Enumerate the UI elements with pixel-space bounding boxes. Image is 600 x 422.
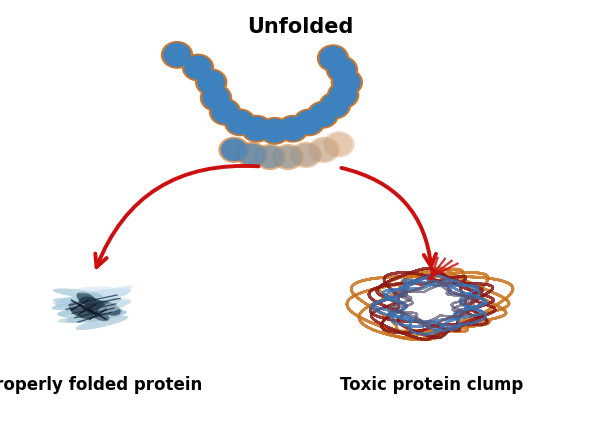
Ellipse shape bbox=[52, 298, 122, 310]
Ellipse shape bbox=[331, 68, 363, 96]
Ellipse shape bbox=[279, 116, 307, 141]
Ellipse shape bbox=[328, 57, 356, 82]
Text: Unfolded: Unfolded bbox=[247, 17, 353, 37]
Ellipse shape bbox=[163, 43, 191, 67]
Ellipse shape bbox=[161, 41, 193, 69]
Ellipse shape bbox=[321, 93, 349, 118]
Ellipse shape bbox=[57, 314, 111, 323]
Ellipse shape bbox=[261, 119, 289, 143]
Ellipse shape bbox=[226, 110, 254, 135]
Ellipse shape bbox=[311, 138, 337, 161]
Ellipse shape bbox=[53, 298, 109, 306]
Ellipse shape bbox=[326, 56, 358, 84]
Ellipse shape bbox=[95, 300, 121, 316]
Ellipse shape bbox=[68, 301, 94, 319]
Ellipse shape bbox=[67, 300, 131, 319]
Ellipse shape bbox=[257, 146, 283, 168]
Ellipse shape bbox=[57, 307, 123, 318]
Ellipse shape bbox=[200, 84, 232, 112]
Ellipse shape bbox=[77, 286, 133, 305]
Ellipse shape bbox=[221, 138, 247, 161]
Ellipse shape bbox=[243, 116, 271, 141]
Ellipse shape bbox=[326, 133, 352, 156]
Ellipse shape bbox=[275, 146, 301, 168]
Ellipse shape bbox=[295, 110, 323, 135]
Ellipse shape bbox=[317, 44, 349, 72]
Ellipse shape bbox=[293, 143, 319, 166]
Ellipse shape bbox=[79, 297, 107, 315]
Ellipse shape bbox=[53, 300, 85, 308]
Text: Properly folded protein: Properly folded protein bbox=[0, 376, 203, 395]
Ellipse shape bbox=[195, 68, 227, 96]
Ellipse shape bbox=[293, 108, 325, 136]
Text: Toxic protein clump: Toxic protein clump bbox=[340, 376, 524, 395]
Ellipse shape bbox=[236, 142, 268, 168]
Ellipse shape bbox=[72, 286, 114, 294]
Ellipse shape bbox=[319, 46, 347, 70]
FancyArrowPatch shape bbox=[95, 166, 259, 267]
Ellipse shape bbox=[329, 83, 357, 107]
Ellipse shape bbox=[241, 115, 273, 143]
Ellipse shape bbox=[239, 143, 265, 166]
Ellipse shape bbox=[76, 316, 128, 330]
Ellipse shape bbox=[65, 310, 127, 323]
Ellipse shape bbox=[277, 115, 309, 143]
Ellipse shape bbox=[98, 298, 130, 314]
Ellipse shape bbox=[290, 142, 322, 168]
Ellipse shape bbox=[218, 137, 250, 163]
Ellipse shape bbox=[327, 81, 359, 109]
Ellipse shape bbox=[55, 288, 131, 307]
Ellipse shape bbox=[209, 98, 241, 126]
Ellipse shape bbox=[259, 117, 291, 145]
Ellipse shape bbox=[211, 100, 239, 124]
Ellipse shape bbox=[182, 54, 214, 81]
Ellipse shape bbox=[319, 92, 351, 119]
Ellipse shape bbox=[202, 86, 230, 110]
Ellipse shape bbox=[89, 308, 109, 321]
Ellipse shape bbox=[184, 55, 212, 80]
FancyArrowPatch shape bbox=[341, 168, 436, 267]
Ellipse shape bbox=[254, 144, 286, 170]
Ellipse shape bbox=[272, 144, 304, 170]
Ellipse shape bbox=[224, 108, 256, 136]
Ellipse shape bbox=[309, 103, 337, 127]
Ellipse shape bbox=[77, 292, 97, 308]
Ellipse shape bbox=[333, 70, 361, 95]
Ellipse shape bbox=[323, 131, 355, 157]
Ellipse shape bbox=[197, 70, 225, 95]
Ellipse shape bbox=[53, 288, 103, 298]
Ellipse shape bbox=[308, 137, 340, 163]
Ellipse shape bbox=[307, 101, 339, 129]
